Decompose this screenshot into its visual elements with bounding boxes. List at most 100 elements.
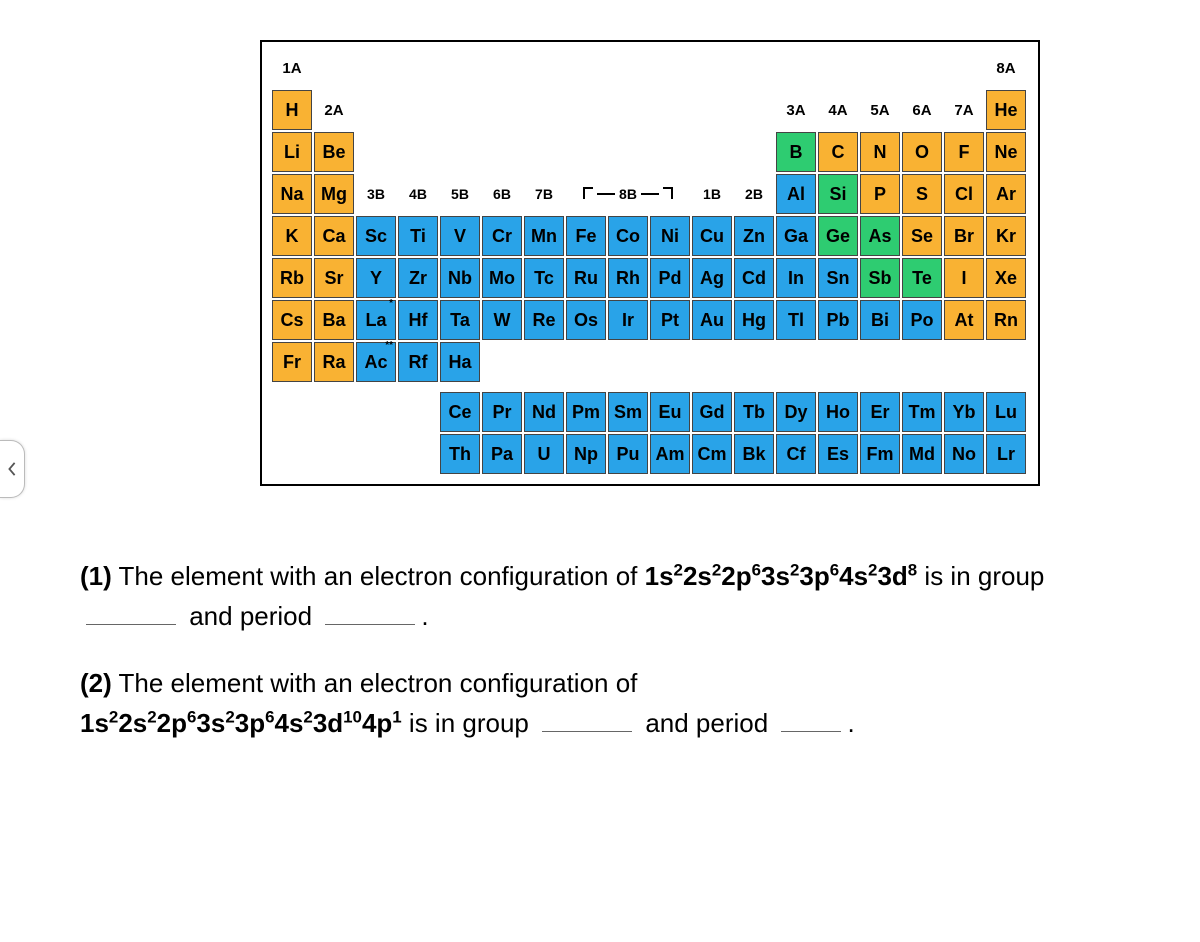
element-at: At bbox=[944, 300, 984, 340]
element-be: Be bbox=[314, 132, 354, 172]
element-se: Se bbox=[902, 216, 942, 256]
element-cm: Cm bbox=[692, 434, 732, 474]
element-cr: Cr bbox=[482, 216, 522, 256]
element-br: Br bbox=[944, 216, 984, 256]
element-te: Te bbox=[902, 258, 942, 298]
element-pr: Pr bbox=[482, 392, 522, 432]
element-lr: Lr bbox=[986, 434, 1026, 474]
group-header-8b: 8B bbox=[566, 174, 690, 214]
element-tc: Tc bbox=[524, 258, 564, 298]
element-sb: Sb bbox=[860, 258, 900, 298]
element-cu: Cu bbox=[692, 216, 732, 256]
group-header: 2B bbox=[734, 174, 774, 214]
element-bk: Bk bbox=[734, 434, 774, 474]
question-1: (1) The element with an electron configu… bbox=[80, 556, 1120, 637]
element-eu: Eu bbox=[650, 392, 690, 432]
element-sr: Sr bbox=[314, 258, 354, 298]
question-2: (2) The element with an electron configu… bbox=[80, 663, 1120, 744]
element-ce: Ce bbox=[440, 392, 480, 432]
element-ru: Ru bbox=[566, 258, 606, 298]
group-header: 6A bbox=[902, 90, 942, 130]
element-gd: Gd bbox=[692, 392, 732, 432]
group-header: 1B bbox=[692, 174, 732, 214]
element-al: Al bbox=[776, 174, 816, 214]
element-o: O bbox=[902, 132, 942, 172]
q2-period-input[interactable] bbox=[781, 708, 841, 732]
element-rb: Rb bbox=[272, 258, 312, 298]
element-kr: Kr bbox=[986, 216, 1026, 256]
element-hg: Hg bbox=[734, 300, 774, 340]
element-li: Li bbox=[272, 132, 312, 172]
element-f: F bbox=[944, 132, 984, 172]
element-tl: Tl bbox=[776, 300, 816, 340]
element-am: Am bbox=[650, 434, 690, 474]
element-i: I bbox=[944, 258, 984, 298]
element-ge: Ge bbox=[818, 216, 858, 256]
element-cf: Cf bbox=[776, 434, 816, 474]
group-header: 8A bbox=[986, 48, 1026, 88]
element-ba: Ba bbox=[314, 300, 354, 340]
element-fm: Fm bbox=[860, 434, 900, 474]
group-header: 7A bbox=[944, 90, 984, 130]
question-block: (1) The element with an electron configu… bbox=[80, 556, 1120, 743]
element-y: Y bbox=[356, 258, 396, 298]
element-he: He bbox=[986, 90, 1026, 130]
element-ho: Ho bbox=[818, 392, 858, 432]
q1-period-input[interactable] bbox=[325, 601, 415, 625]
element-mo: Mo bbox=[482, 258, 522, 298]
element-ni: Ni bbox=[650, 216, 690, 256]
element-hf: Hf bbox=[398, 300, 438, 340]
element-na: Na bbox=[272, 174, 312, 214]
element-tb: Tb bbox=[734, 392, 774, 432]
element-pu: Pu bbox=[608, 434, 648, 474]
element-ga: Ga bbox=[776, 216, 816, 256]
element-la: La* bbox=[356, 300, 396, 340]
element-zr: Zr bbox=[398, 258, 438, 298]
element-dy: Dy bbox=[776, 392, 816, 432]
element-nd: Nd bbox=[524, 392, 564, 432]
element-n: N bbox=[860, 132, 900, 172]
element-k: K bbox=[272, 216, 312, 256]
element-sn: Sn bbox=[818, 258, 858, 298]
element-np: Np bbox=[566, 434, 606, 474]
element-er: Er bbox=[860, 392, 900, 432]
element-c: C bbox=[818, 132, 858, 172]
element-pb: Pb bbox=[818, 300, 858, 340]
element-w: W bbox=[482, 300, 522, 340]
element-os: Os bbox=[566, 300, 606, 340]
element-nb: Nb bbox=[440, 258, 480, 298]
element-ra: Ra bbox=[314, 342, 354, 382]
element-cl: Cl bbox=[944, 174, 984, 214]
element-re: Re bbox=[524, 300, 564, 340]
group-header: 2A bbox=[314, 90, 354, 130]
element-in: In bbox=[776, 258, 816, 298]
element-ha: Ha bbox=[440, 342, 480, 382]
periodic-table: 1A8AH2A3A4A5A6A7AHeLiBeBCNOFNeNaMgAlSiPS… bbox=[260, 40, 1040, 486]
element-ti: Ti bbox=[398, 216, 438, 256]
element-yb: Yb bbox=[944, 392, 984, 432]
group-header: 1A bbox=[272, 48, 312, 88]
element-cd: Cd bbox=[734, 258, 774, 298]
element-bi: Bi bbox=[860, 300, 900, 340]
element-rf: Rf bbox=[398, 342, 438, 382]
element-fe: Fe bbox=[566, 216, 606, 256]
element-ar: Ar bbox=[986, 174, 1026, 214]
element-h: H bbox=[272, 90, 312, 130]
element-as: As bbox=[860, 216, 900, 256]
prev-button[interactable] bbox=[0, 440, 25, 498]
element-no: No bbox=[944, 434, 984, 474]
element-ne: Ne bbox=[986, 132, 1026, 172]
group-header: 3B bbox=[356, 174, 396, 214]
group-header: 3A bbox=[776, 90, 816, 130]
q1-group-input[interactable] bbox=[86, 601, 176, 625]
element-th: Th bbox=[440, 434, 480, 474]
group-header: 4A bbox=[818, 90, 858, 130]
element-v: V bbox=[440, 216, 480, 256]
element-fr: Fr bbox=[272, 342, 312, 382]
element-ag: Ag bbox=[692, 258, 732, 298]
element-cs: Cs bbox=[272, 300, 312, 340]
element-u: U bbox=[524, 434, 564, 474]
q2-group-input[interactable] bbox=[542, 708, 632, 732]
group-header: 5B bbox=[440, 174, 480, 214]
element-ac: Ac** bbox=[356, 342, 396, 382]
